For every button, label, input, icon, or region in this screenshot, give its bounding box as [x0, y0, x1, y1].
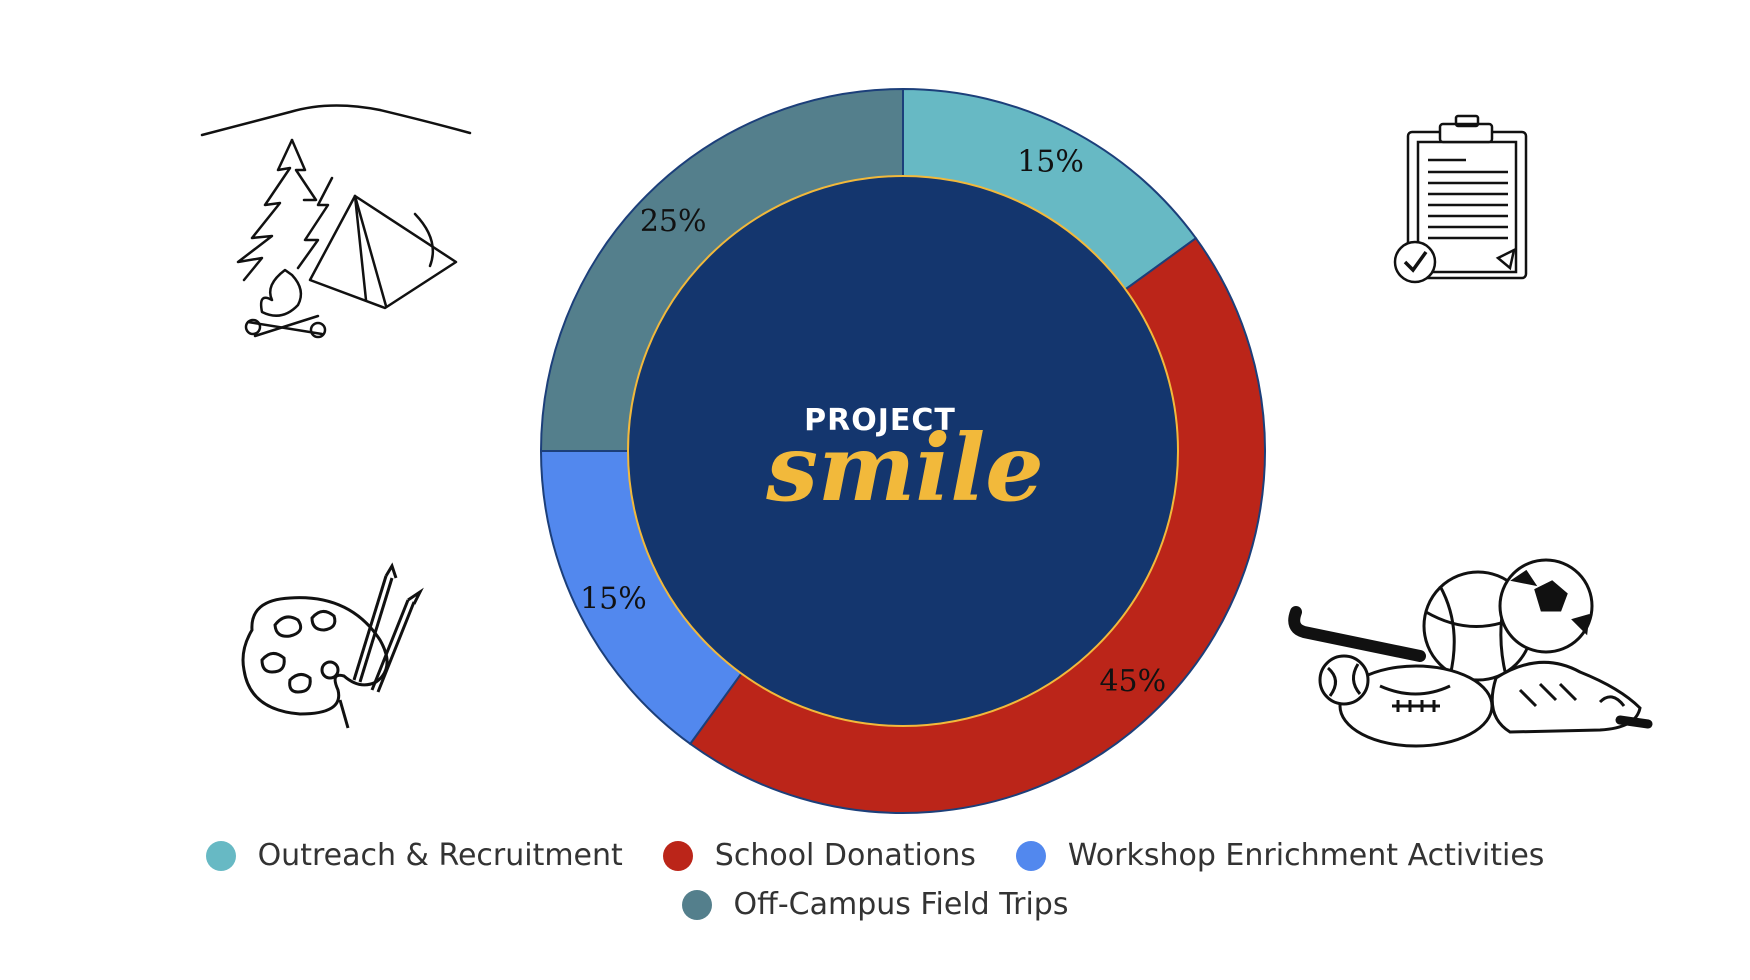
legend-label-field-trips: Off-Campus Field Trips: [733, 887, 1069, 922]
legend-row-1: Outreach & Recruitment School Donations …: [0, 838, 1750, 873]
data-label-workshop: 15%: [580, 582, 647, 617]
logo-bottom-text: smile: [765, 414, 1044, 522]
art-palette-icon: [241, 562, 424, 729]
legend-item-workshop[interactable]: Workshop Enrichment Activities: [1015, 838, 1545, 873]
legend-marker-outreach: [205, 840, 236, 871]
project-smile-logo: PROJECT smile: [765, 403, 1044, 522]
legend-marker-field-trips: [681, 889, 712, 920]
chart-legend: Outreach & Recruitment School Donations …: [0, 838, 1750, 922]
legend-label-school-donations: School Donations: [714, 838, 976, 873]
legend-label-workshop: Workshop Enrichment Activities: [1067, 838, 1545, 873]
data-label-school-donations: 45%: [1099, 664, 1166, 699]
legend-row-2: Off-Campus Field Trips: [0, 887, 1750, 922]
legend-marker-school-donations: [662, 840, 693, 871]
chart-data-labels: 15% 45% 15% 25%: [580, 144, 1166, 698]
legend-item-outreach[interactable]: Outreach & Recruitment: [205, 838, 623, 873]
data-label-field-trips: 25%: [640, 204, 707, 239]
sports-equipment-illustration: [1288, 558, 1653, 748]
legend-item-field-trips[interactable]: Off-Campus Field Trips: [681, 887, 1069, 922]
logo-top-text: PROJECT: [804, 403, 956, 438]
clipboard-checklist-icon: [1393, 114, 1528, 284]
camping-illustration: [200, 104, 472, 339]
legend-label-outreach: Outreach & Recruitment: [257, 838, 623, 873]
legend-item-school-donations[interactable]: School Donations: [662, 838, 976, 873]
data-label-outreach: 15%: [1017, 144, 1084, 179]
donut-hole: [627, 175, 1179, 727]
legend-marker-workshop: [1015, 840, 1046, 871]
